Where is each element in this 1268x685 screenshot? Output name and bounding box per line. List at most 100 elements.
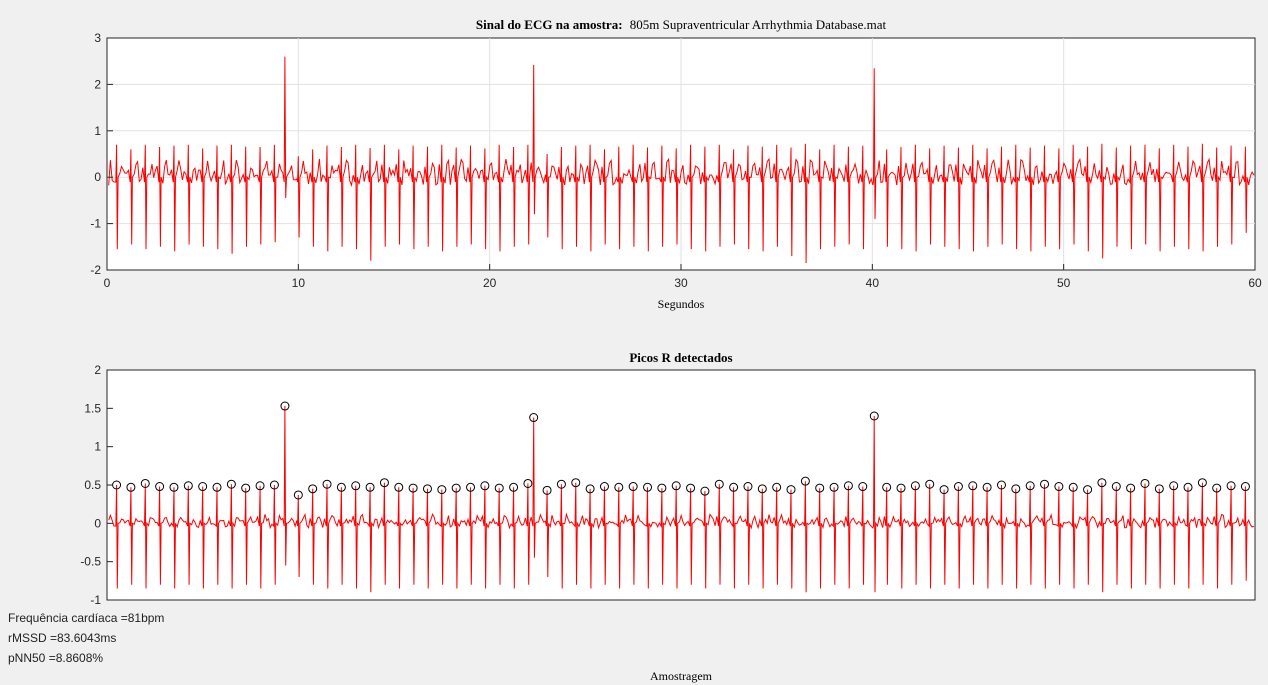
r-peaks-signal-line (108, 405, 1255, 593)
r-peak-marker (1097, 478, 1107, 488)
r-peak-marker (351, 481, 361, 491)
r-peak-marker (394, 482, 404, 492)
r-peak-marker (155, 482, 165, 492)
r-peak-marker (529, 413, 539, 423)
r-peak-marker (1154, 484, 1164, 494)
r-peaks-ytick-label-6: 2 (94, 363, 101, 377)
r-peak-marker (494, 483, 504, 493)
ecg-signal-xtick-label-3: 30 (674, 276, 688, 290)
r-peak-marker (293, 490, 303, 500)
r-peak-marker (786, 485, 796, 495)
r-peak-marker (571, 478, 581, 488)
r-peak-marker (308, 484, 318, 494)
pnn50-text: pNN50 =8.8608% (8, 651, 104, 665)
r-peak-marker (556, 479, 566, 489)
ecg-signal-ytick-label-4: 2 (94, 77, 101, 91)
r-peak-marker (1126, 483, 1136, 493)
r-peak-marker (509, 482, 519, 492)
ecg-signal-xtick-label-4: 40 (866, 276, 880, 290)
ecg-signal-xtick-label-5: 50 (1057, 276, 1071, 290)
ecg-signal-xlabel: Segundos (658, 297, 705, 311)
r-peak-marker (585, 484, 595, 494)
r-peaks-ytick-label-3: 0.5 (84, 478, 101, 492)
r-peak-marker (365, 482, 375, 492)
ecg-signal-title-rest: 805m Supraventricular Arrhythmia Databas… (630, 17, 887, 32)
ecg-signal-title: Sinal do ECG na amostra: 805m Supraventr… (476, 17, 887, 32)
r-peak-marker (523, 478, 533, 488)
ecg-signal-ticks: 0 10 20 30 40 50 60 -2 -1 0 1 2 3 (90, 31, 1262, 290)
r-peaks-ytick-label-0: -1 (90, 593, 101, 607)
r-peak-marker (925, 479, 935, 489)
r-peaks-plot-area (106, 369, 1256, 601)
r-peaks-ytick-label-1: -0.5 (80, 555, 101, 569)
r-peak-marker (815, 483, 825, 493)
r-peak-marker (1111, 482, 1121, 492)
r-peak-marker (1011, 484, 1021, 494)
ecg-signal-ytick-label-0: -2 (90, 263, 101, 277)
r-peak-marker (212, 482, 222, 492)
r-peak-marker (198, 482, 208, 492)
r-peak-marker (280, 401, 290, 411)
r-peak-marker (1169, 481, 1179, 491)
r-peak-marker (466, 482, 476, 492)
ecg-signal-line (108, 56, 1255, 264)
r-peak-marker (757, 484, 767, 494)
r-peak-marker (614, 482, 624, 492)
r-peak-marker (599, 482, 609, 492)
r-peak-marker (451, 483, 461, 493)
r-peak-marker (379, 478, 389, 488)
r-peak-markers (112, 401, 1250, 500)
hrv-stats: Frequência cardíaca =81bpm rMSSD =83.604… (8, 608, 164, 668)
r-peak-marker (255, 481, 265, 491)
r-peaks-ticks: -1 -0.5 0 0.5 1 1.5 2 (80, 363, 113, 607)
r-peak-marker (729, 482, 739, 492)
r-peak-marker (1054, 482, 1064, 492)
r-peak-marker (882, 482, 892, 492)
r-peak-marker (953, 482, 963, 492)
r-peak-marker (183, 481, 193, 491)
ecg-signal-ytick-label-2: 0 (94, 170, 101, 184)
ecg-signal-ytick-label-5: 3 (94, 31, 101, 45)
r-peak-marker (743, 482, 753, 492)
r-peak-marker (714, 479, 724, 489)
r-peak-marker (896, 483, 906, 493)
r-peaks-ytick-label-4: 1 (94, 440, 101, 454)
r-peak-marker (858, 482, 868, 492)
r-peak-marker (700, 486, 710, 496)
ecg-signal-xtick-label-1: 10 (292, 276, 306, 290)
r-peak-marker (322, 479, 332, 489)
r-peaks-xlabel: Amostragem (650, 669, 713, 683)
r-peak-marker (226, 479, 236, 489)
ecg-signal-ytick-label-1: -1 (90, 217, 101, 231)
r-peak-marker (126, 482, 136, 492)
r-peak-marker (1083, 485, 1093, 495)
r-peak-marker (1040, 479, 1050, 489)
r-peak-marker (336, 482, 346, 492)
r-peak-marker (800, 476, 810, 486)
r-peak-marker (1183, 482, 1193, 492)
ecg-signal-title-bold: Sinal do ECG na amostra: (476, 17, 623, 32)
r-peak-marker (939, 485, 949, 495)
rmssd-text: rMSSD =83.6043ms (8, 631, 117, 645)
r-peak-marker (1025, 481, 1035, 491)
r-peak-marker (910, 481, 920, 491)
r-peak-marker (686, 483, 696, 493)
r-peak-marker (169, 482, 179, 492)
ecg-signal-axes: 0 10 20 30 40 50 60 -2 -1 0 1 2 3 Sinal do ECG na am… (90, 17, 1262, 311)
r-peaks-title: Picos R detectados (629, 350, 732, 365)
r-peak-marker (628, 482, 638, 492)
r-peak-marker (480, 481, 490, 491)
r-peak-marker (1197, 478, 1207, 488)
ecg-signal-xtick-label-6: 60 (1248, 276, 1262, 290)
r-peaks-ytick-label-2: 0 (94, 516, 101, 530)
ecg-signal-ytick-label-3: 1 (94, 124, 101, 138)
heart-rate-text: Frequência cardíaca =81bpm (8, 611, 165, 625)
r-peak-marker (968, 481, 978, 491)
r-peak-marker (671, 481, 681, 491)
r-peak-marker (829, 482, 839, 492)
r-peaks-axes: -1 -0.5 0 0.5 1 1.5 2 Picos R detectados Amost… (80, 350, 1256, 683)
r-peak-marker (1240, 482, 1250, 492)
ecg-signal-xtick-label-2: 20 (483, 276, 497, 290)
r-peak-marker (241, 483, 251, 493)
r-peak-marker (1068, 482, 1078, 492)
